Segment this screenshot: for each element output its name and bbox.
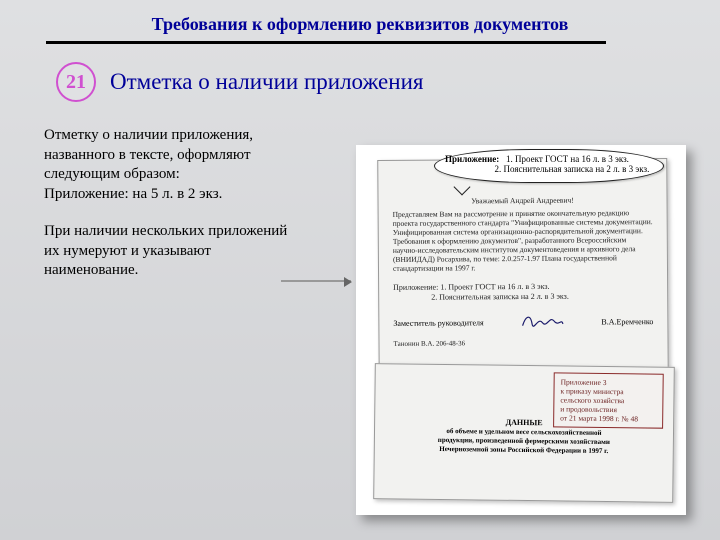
pointer-arrow [281, 280, 351, 282]
section-title: Отметка о наличии приложения [110, 69, 423, 95]
section-number-badge: 21 [56, 62, 96, 102]
red-stamp-box: Приложение 3 к приказу министра сельског… [553, 372, 664, 428]
body-paragraph-2: При наличии нескольких приложений их нум… [44, 222, 294, 281]
page-title: Требования к оформлению реквизитов докум… [80, 14, 640, 35]
callout-label: Приложение: [445, 154, 499, 164]
doc-attach-1: 1. Проект ГОСТ на 16 л. в 3 экз. [440, 282, 549, 292]
doc-position: Заместитель руководителя [393, 318, 483, 328]
signature-icon [519, 311, 565, 333]
body-paragraph-1b: Приложение: на 5 л. в 2 экз. [44, 186, 222, 202]
callout-bubble: Приложение: 1. Проект ГОСТ на 16 л. в 3 … [434, 149, 664, 183]
doc-attach-2: 2. Пояснительная записка на 2 л. в 3 экз… [431, 291, 569, 301]
document-preview: Уважаемый Андрей Андреевич! Представляем… [356, 145, 686, 515]
preview-bottom-document: Приложение 3 к приказу министра сельског… [373, 363, 675, 503]
body-text: Отметку о наличии приложения, названного… [44, 126, 294, 281]
callout-line-2: 2. Пояснительная записка на 2 л. в 3 экз… [495, 164, 650, 174]
body-paragraph-1: Отметку о наличии приложения, названного… [44, 127, 253, 182]
doc-footer: Танонин В.А. 206-48-36 [393, 338, 653, 348]
preview-top-document: Уважаемый Андрей Андреевич! Представляем… [377, 158, 669, 380]
doc-attachment-block: Приложение: 1. Проект ГОСТ на 16 л. в 3 … [393, 281, 653, 302]
horizontal-rule [46, 41, 606, 44]
doc-salutation: Уважаемый Андрей Андреевич! [392, 195, 652, 206]
arrow-line [281, 280, 351, 282]
doc-signer: В.А.Еремченко [601, 317, 653, 326]
callout-line-1: 1. Проект ГОСТ на 16 л. в 3 экз. [506, 154, 629, 164]
doc-attach-label: Приложение: [393, 283, 438, 292]
redbox-l5: от 21 марта 1998 г. № 48 [560, 413, 656, 423]
doc-paragraph: Представляем Вам на рассмотрение и приня… [393, 208, 653, 273]
